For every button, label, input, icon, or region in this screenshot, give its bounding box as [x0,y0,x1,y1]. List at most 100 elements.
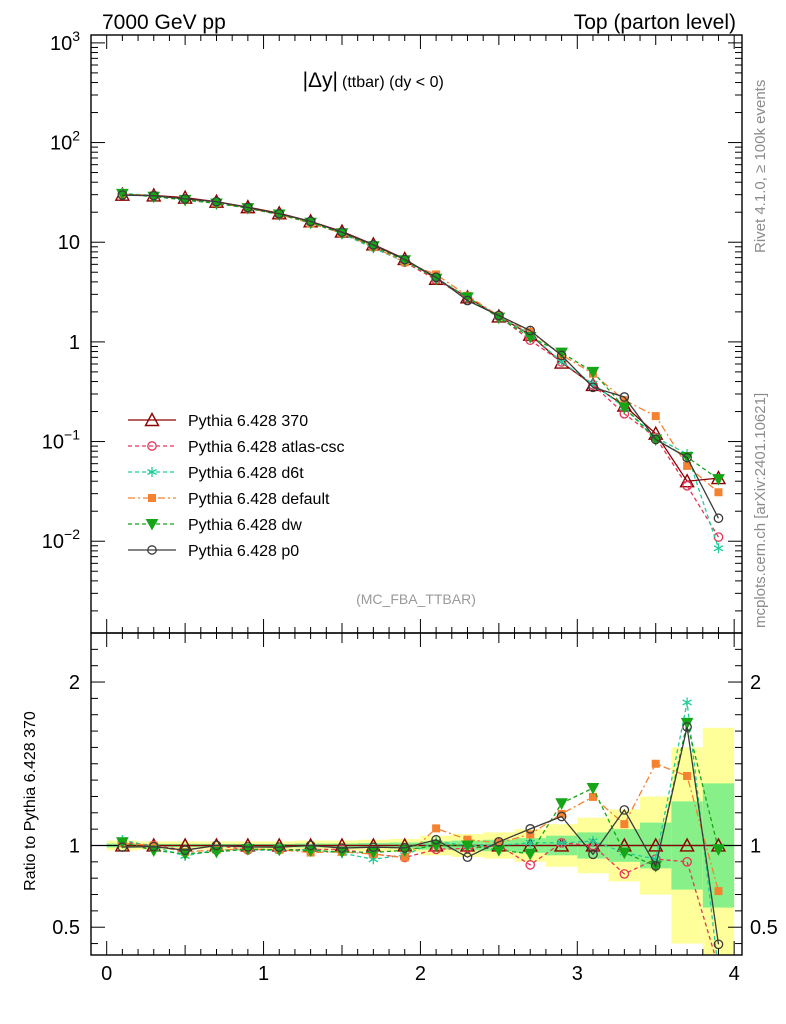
legend: Pythia 6.428 370 Pythia 6.428 atlas-csc Py… [128,412,345,560]
main-point-p0 [180,194,190,204]
main-point-p0 [211,196,222,207]
plot-title-suffix: (ttbar) (dy < 0) [342,74,444,91]
ratio-point-p0 [619,805,630,815]
legend-label-dw: Pythia 6.428 dw [188,517,302,534]
ratio-point-default [463,835,472,844]
ratio-point-p0 [180,845,190,856]
ratio-point-d6t [525,837,536,848]
ratio-line-dw [122,722,720,867]
ratio-point-atlas [619,869,630,879]
y-tick-label-main: 10−1 [42,427,80,454]
ratio-point-default [683,772,692,781]
main-point-atlas [682,480,692,491]
ratio-point-dw [210,846,223,859]
legend-label-default: Pythia 6.428 default [188,491,330,508]
ratio-point-p370 [585,837,601,852]
y-tick-label-main: 103 [50,28,80,55]
main-point-p0 [117,190,128,200]
y-tick-label-ratio-left: 1 [69,835,80,857]
ratio-point-d6t [682,697,692,708]
main-point-p0 [274,208,285,219]
main-point-default [683,461,692,470]
legend-marker-dw [145,519,159,531]
main-panel-series [114,186,727,554]
legend-label-p370: Pythia 6.428 370 [188,413,308,430]
main-line-dw [122,193,719,480]
main-point-p0 [619,392,630,402]
ratio-point-default [714,887,723,896]
ratio-point-d6t [556,837,567,848]
main-point-dw [178,194,192,207]
ratio-point-p0 [556,811,567,822]
ratio-point-atlas [682,856,692,867]
main-point-p0 [588,382,598,393]
main-point-p0 [148,190,159,201]
main-point-dw [712,474,725,486]
legend-label-atlas: Pythia 6.428 atlas-csc [188,439,345,456]
ratio-point-p0 [368,842,379,853]
legend-label-d6t: Pythia 6.428 d6t [188,465,304,482]
ratio-point-d6t-stroke [682,699,692,706]
ratio-y-axis-label: Ratio to Pythia 6.428 370 [22,711,39,891]
legend-marker-atlas [147,441,157,451]
main-point-p0 [368,240,379,250]
y-tick-label-main: 10−2 [42,526,80,553]
main-point-default [526,327,535,336]
main-point-p0 [462,295,473,306]
y-tick-label-ratio-right: 2 [750,672,761,694]
ratio-line-default [122,762,720,892]
mcplots-label: mcplots.cern.ch [arXiv:2401.10621] [752,393,769,628]
main-point-d6t-stroke [556,358,567,365]
ratio-panel-series [91,697,742,955]
header-right: Top (parton level) [574,11,736,34]
ratio-point-dw [712,844,725,856]
ratio-frame [90,632,743,956]
y-tick-label-main: 102 [50,128,80,155]
ratio-point-atlas [525,860,536,870]
ratio-point-p0 [243,842,253,852]
ratio-point-default [526,830,535,839]
header-left: 7000 GeV pp [102,11,226,34]
ratio-point-p370 [679,837,695,852]
ratio-point-default [432,824,441,833]
ratio-point-d6t-stroke [525,839,536,846]
main-point-default [620,396,629,405]
main-line-p0 [122,194,720,519]
ratio-point-default [588,792,597,801]
ratio-point-default [651,759,660,768]
main-point-p0 [399,254,410,265]
ratio-point-default [620,820,629,829]
ratio-point-p0 [148,841,159,852]
ratio-point-p0 [211,840,222,851]
ratio-point-d6t-stroke [556,839,567,846]
y-tick-label-ratio-left: 2 [69,672,80,694]
ratio-point-default [494,838,503,847]
ratio-point-p0 [431,834,441,845]
ratio-point-p0 [274,842,285,853]
main-point-d6t-stroke [713,545,724,552]
ratio-point-default [400,853,409,862]
ratio-point-p0 [525,824,536,834]
main-point-dw [523,331,537,344]
legend-marker-p370 [144,412,160,427]
main-point-p0 [243,202,253,213]
ratio-point-p0 [713,939,724,950]
main-point-default [651,412,660,421]
ratio-point-default [557,809,566,818]
ratio-point-p0 [588,849,598,860]
rivet-label: Rivet 4.1.0, ≥ 100k events [752,80,769,253]
x-tick-label: 0 [101,963,112,985]
y-tick-label-ratio-left: 0.5 [52,917,80,939]
ratio-line-p0 [122,726,720,945]
main-point-p0 [337,227,347,238]
y-tick-label-main: 10 [58,232,80,254]
legend-marker-p0 [147,545,157,555]
main-point-p0 [305,216,316,227]
x-tick-label: 2 [415,963,426,985]
main-point-p0 [556,350,567,361]
main-point-p0 [431,272,441,283]
main-point-dw [147,191,161,204]
main-point-dw [586,366,600,379]
